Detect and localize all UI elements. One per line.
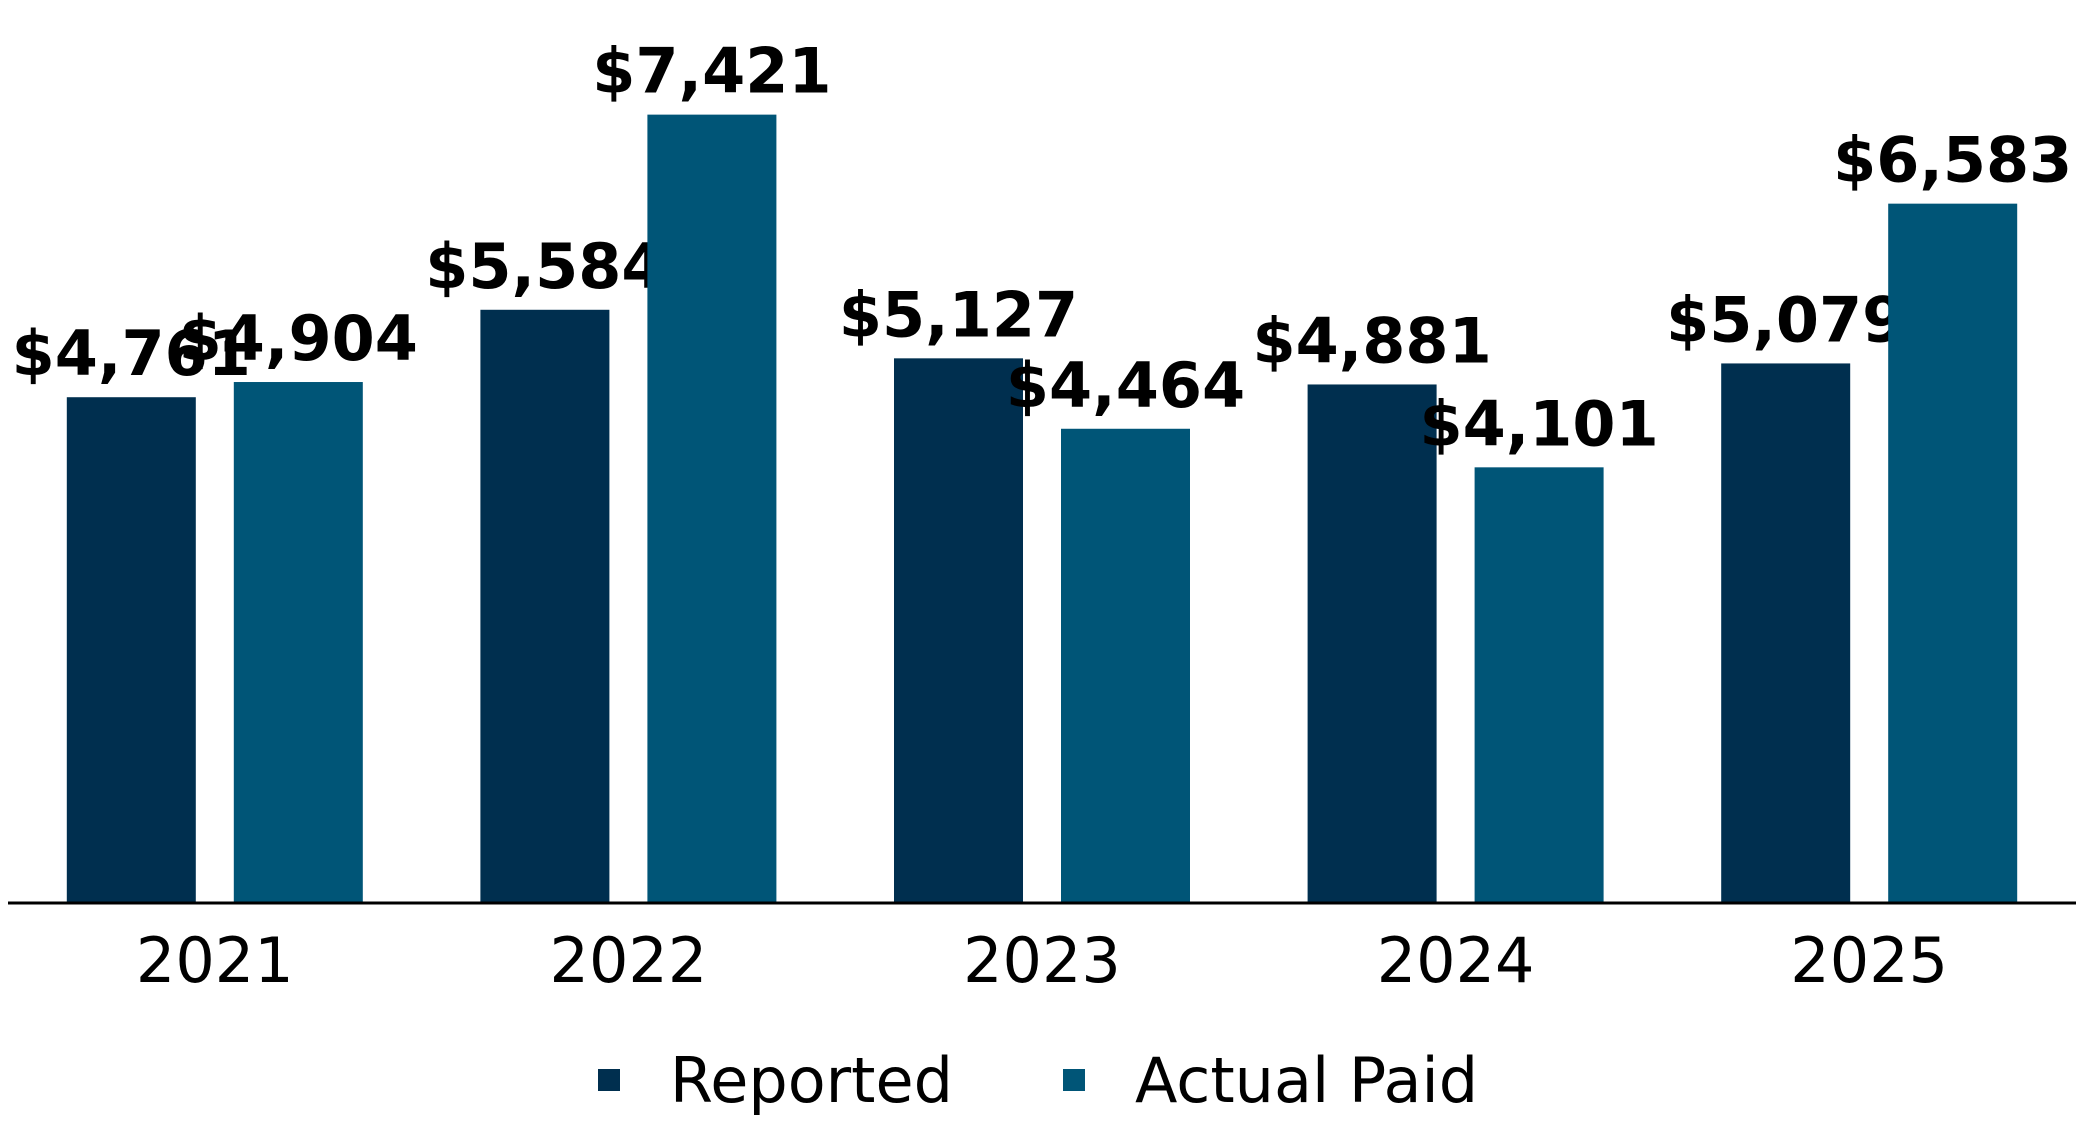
data-label-reported-2021: $4,761 xyxy=(12,317,251,390)
x-tick-label-2023: 2023 xyxy=(963,924,1121,997)
legend-item-reported: Reported xyxy=(597,1043,953,1117)
data-label-reported-2022: $5,584 xyxy=(425,230,664,303)
data-label-actual-paid-2025: $6,583 xyxy=(1833,124,2072,197)
data-label-reported-2025: $5,079 xyxy=(1666,283,1905,356)
data-label-actual-paid-2021: $4,904 xyxy=(179,302,418,375)
legend-swatch-actual-paid xyxy=(1062,1069,1085,1091)
legend-label-reported: Reported xyxy=(669,1043,953,1117)
data-label-reported-2024: $4,881 xyxy=(1252,304,1491,377)
legend-swatch-reported xyxy=(597,1069,620,1091)
bar-actual-paid-2024 xyxy=(1474,467,1604,903)
data-label-actual-paid-2023: $4,464 xyxy=(1006,349,1245,422)
bar-actual-paid-2021 xyxy=(233,382,363,904)
x-tick-label-2022: 2022 xyxy=(550,924,708,997)
bar-reported-2025 xyxy=(1721,363,1851,904)
legend: Reported Actual Paid xyxy=(0,1040,2076,1120)
bar-reported-2021 xyxy=(66,397,196,903)
legend-label-actual-paid: Actual Paid xyxy=(1134,1043,1479,1117)
bar-actual-paid-2022 xyxy=(647,114,777,904)
data-label-reported-2023: $5,127 xyxy=(839,278,1078,351)
bar-reported-2022 xyxy=(480,309,610,903)
bar-reported-2023 xyxy=(894,358,1023,903)
bar-actual-paid-2023 xyxy=(1061,428,1190,903)
x-tick-label-2025: 2025 xyxy=(1790,924,1948,997)
x-tick-label-2024: 2024 xyxy=(1377,924,1535,997)
bar-chart-plot: $4,761$4,9042021$5,584$7,4212022$5,127$4… xyxy=(8,35,2076,997)
legend-item-actual-paid: Actual Paid xyxy=(1062,1043,1479,1117)
bar-actual-paid-2025 xyxy=(1888,203,2018,903)
bar-reported-2024 xyxy=(1307,384,1437,903)
data-label-actual-paid-2022: $7,421 xyxy=(592,35,831,108)
x-tick-label-2021: 2021 xyxy=(136,924,294,997)
data-label-actual-paid-2024: $4,101 xyxy=(1419,387,1658,460)
